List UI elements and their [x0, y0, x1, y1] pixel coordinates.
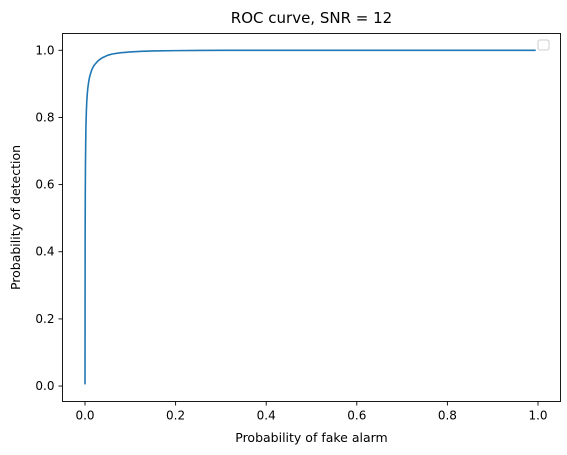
chart-title: ROC curve, SNR = 12 [231, 9, 392, 27]
plot-area [62, 33, 561, 402]
x-tick-label: 0.0 [75, 409, 94, 423]
y-axis-label: Probability of detection [8, 145, 23, 290]
y-tick-label: 0.4 [35, 245, 54, 259]
y-tick-label: 1.0 [35, 43, 54, 57]
legend-box [537, 39, 550, 51]
x-tick-label: 0.6 [347, 409, 366, 423]
x-tick-label: 0.2 [166, 409, 185, 423]
x-tick-label: 0.8 [438, 409, 457, 423]
x-tick-label: 1.0 [528, 409, 547, 423]
x-axis-ticks: 0.0 0.2 0.4 0.6 0.8 1.0 [75, 401, 548, 423]
x-axis-label: Probability of fake alarm [235, 430, 387, 445]
axes-frame [62, 33, 561, 402]
x-tick-label: 0.4 [257, 409, 276, 423]
y-tick-label: 0.6 [35, 178, 54, 192]
y-tick-label: 0.8 [35, 110, 54, 124]
series-layer [84, 49, 536, 385]
y-tick-label: 0.0 [35, 379, 54, 393]
y-axis-ticks: 0.0 0.2 0.4 0.6 0.8 1.0 [35, 43, 63, 393]
roc-curve-line [84, 49, 536, 385]
y-tick-label: 0.2 [35, 312, 54, 326]
